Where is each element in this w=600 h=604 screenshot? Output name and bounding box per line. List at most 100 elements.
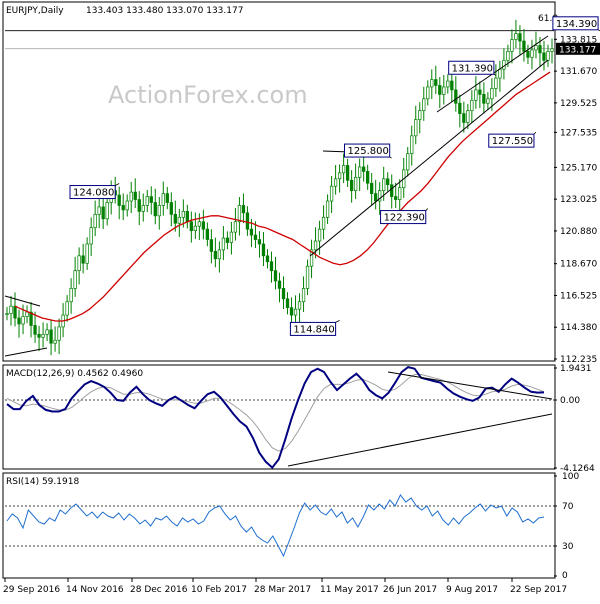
candle-body xyxy=(526,51,530,58)
price-y-tick-label: 112.235 xyxy=(560,355,597,365)
candle-body xyxy=(442,86,446,95)
price-annotation-leader xyxy=(335,320,340,323)
candle-body xyxy=(69,288,73,303)
candle-body xyxy=(93,213,97,229)
candle-body xyxy=(121,205,125,211)
candle-body xyxy=(522,40,526,52)
candle-body xyxy=(5,313,9,315)
macd-rising-trendline xyxy=(287,413,553,467)
candle-body xyxy=(301,288,306,303)
x-tick-label: 11 May 2017 xyxy=(320,585,379,595)
current-price-label: 133.177 xyxy=(559,45,596,55)
candle-body xyxy=(542,52,546,61)
candle-body xyxy=(434,79,438,86)
candle-body xyxy=(538,45,542,54)
price-annotation-box xyxy=(343,143,391,158)
price-panel-frame xyxy=(2,1,556,362)
candle-body xyxy=(390,184,394,197)
candle-body xyxy=(317,228,322,242)
candle-body xyxy=(470,99,474,112)
macd-y-tick-label: 1.9431 xyxy=(560,364,592,374)
candle-body xyxy=(13,305,17,319)
watermark: ActionForex.com xyxy=(108,81,308,109)
candle-body xyxy=(450,80,454,91)
candle-body xyxy=(422,98,426,112)
macd-panel-frame xyxy=(2,364,556,470)
price-annotation-box xyxy=(488,133,535,148)
macd-y-tick-label: 0.00 xyxy=(560,396,580,406)
candle-body xyxy=(97,206,101,215)
candle-body xyxy=(309,249,314,267)
candle-body xyxy=(490,88,494,100)
candle-body xyxy=(21,316,25,325)
candle-body xyxy=(426,86,430,100)
candle-body xyxy=(337,172,342,180)
price-annotation-leader xyxy=(533,131,537,135)
price-y-tick-label: 118.670 xyxy=(560,260,597,270)
price-annotation-label: 122.390 xyxy=(384,213,425,224)
candle-body xyxy=(293,308,298,316)
macd-title: MACD(12,26,9) 0.4562 0.4960 xyxy=(6,369,143,379)
candle-body xyxy=(225,237,230,243)
symbol-title: EURJPY,Daily xyxy=(6,6,64,16)
candle-body xyxy=(257,239,262,245)
candle-body xyxy=(297,301,302,310)
candle-body xyxy=(345,165,350,181)
candle-body xyxy=(366,171,370,184)
candle-body xyxy=(386,178,390,186)
price-y-tick-label: 114.380 xyxy=(560,323,597,333)
candle-body xyxy=(193,225,197,231)
fib-label: 61.8 xyxy=(538,14,558,24)
candle-body xyxy=(189,221,193,231)
candle-body xyxy=(37,333,41,338)
candle-body xyxy=(241,205,246,214)
candle-body xyxy=(25,311,29,317)
candle-body xyxy=(105,202,109,220)
candle-body xyxy=(185,211,189,223)
rising-support-trendline xyxy=(309,59,549,257)
candle-body xyxy=(157,205,161,217)
y-axis-labels: 133.815 131.670 129.525 127.535 125.170 123.0… xyxy=(554,35,597,365)
price-annotation-label: 127.550 xyxy=(492,136,533,147)
candle-body xyxy=(534,45,538,51)
price-y-tick-label: 129.525 xyxy=(560,99,597,109)
candle-body xyxy=(530,49,534,58)
candle-body xyxy=(217,249,222,260)
macd-falling-trendline xyxy=(387,371,553,400)
candle-body xyxy=(153,202,157,217)
candle-body xyxy=(458,102,462,114)
candle-body xyxy=(478,89,482,95)
falling-channel-upper-trendline xyxy=(4,295,41,307)
price-annotation-box xyxy=(448,60,495,75)
candle-body xyxy=(253,234,258,240)
candle-body xyxy=(398,187,402,200)
candle-body xyxy=(321,216,326,230)
candle-body xyxy=(249,228,254,236)
candle-body xyxy=(137,199,141,212)
x-tick-label: 10 Feb 2017 xyxy=(191,585,247,595)
candle-body xyxy=(406,153,410,171)
price-annotation-leader xyxy=(493,73,497,76)
rsi-y-tick-label: 0 xyxy=(562,571,568,581)
candle-body xyxy=(261,243,266,257)
price-annotation-leader xyxy=(425,208,429,211)
rsi-y-tick-label: 30 xyxy=(562,542,574,552)
price-y-tick-label: 116.525 xyxy=(560,291,597,301)
candle-body xyxy=(125,200,129,211)
x-tick-label: 9 Aug 2017 xyxy=(446,585,498,595)
candle-body xyxy=(474,89,478,101)
candle-body xyxy=(81,255,85,264)
price-annotation-label: 134.390 xyxy=(556,19,597,30)
candle-body xyxy=(269,261,274,271)
candle-body xyxy=(418,110,422,120)
candle-body xyxy=(329,185,334,202)
price-annotation-label: 131.390 xyxy=(452,63,493,74)
annotations-layer: 134.390 131.390 127.550 125.800 122.390 124.0… xyxy=(69,16,600,336)
candle-body xyxy=(17,317,21,325)
candle-body xyxy=(9,305,13,314)
candle-body xyxy=(169,202,173,215)
candle-body xyxy=(129,191,133,202)
x-tick-label: 14 Nov 2016 xyxy=(66,585,124,595)
candle-body xyxy=(349,179,354,191)
